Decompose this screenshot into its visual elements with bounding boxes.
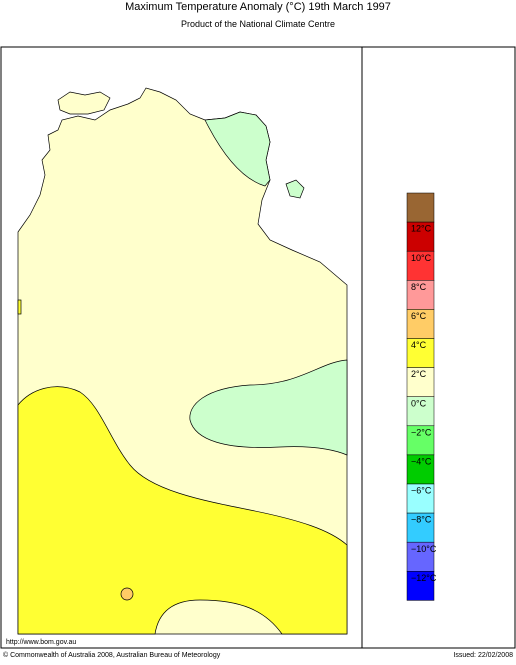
legend-label: 6°C <box>411 311 427 321</box>
legend-label: −4°C <box>411 456 432 466</box>
anomaly-area <box>120 587 134 601</box>
legend-swatch <box>406 512 435 543</box>
legend-swatch <box>406 425 435 456</box>
url: http://www.bom.gov.au <box>6 639 76 646</box>
legend-swatch <box>406 483 435 514</box>
anomaly-area <box>204 111 271 187</box>
legend-swatch <box>406 571 435 601</box>
legend-swatch <box>406 541 435 572</box>
legend-label: 8°C <box>411 282 427 292</box>
legend-label: 4°C <box>411 340 427 350</box>
legend-label: 0°C <box>411 398 427 408</box>
legend-swatch <box>406 338 435 368</box>
legend-label: 10°C <box>411 253 432 263</box>
anomaly-area <box>17 386 348 635</box>
legend-label: −6°C <box>411 486 432 496</box>
issued-date: Issued: 22/02/2008 <box>453 652 513 659</box>
legend-swatch <box>406 221 435 252</box>
island <box>57 91 111 115</box>
legend-swatch <box>406 367 435 397</box>
title: Maximum Temperature Anomaly (°C) 19th Ma… <box>125 1 391 13</box>
anomaly-area <box>189 359 348 456</box>
legend: 12°C 10°C 8°C 6°C 4°C 2°C 0°C −2°C −4°C −6°C −8°C −… <box>406 192 437 601</box>
legend-label: −2°C <box>411 427 432 437</box>
legend-swatch <box>406 192 435 223</box>
anomaly-area <box>17 299 22 315</box>
legend-label: −8°C <box>411 515 432 525</box>
legend-label: −10°C <box>411 544 437 554</box>
legend-swatch <box>406 396 435 427</box>
copyright: © Commonwealth of Australia 2008, Austra… <box>3 651 221 659</box>
island <box>285 179 305 199</box>
subtitle: Product of the National Climate Centre <box>181 19 335 29</box>
legend-label: 12°C <box>411 224 432 234</box>
frame <box>0 46 516 649</box>
legend-label: 2°C <box>411 369 427 379</box>
legend-label: −12°C <box>411 573 437 583</box>
map <box>17 87 348 635</box>
